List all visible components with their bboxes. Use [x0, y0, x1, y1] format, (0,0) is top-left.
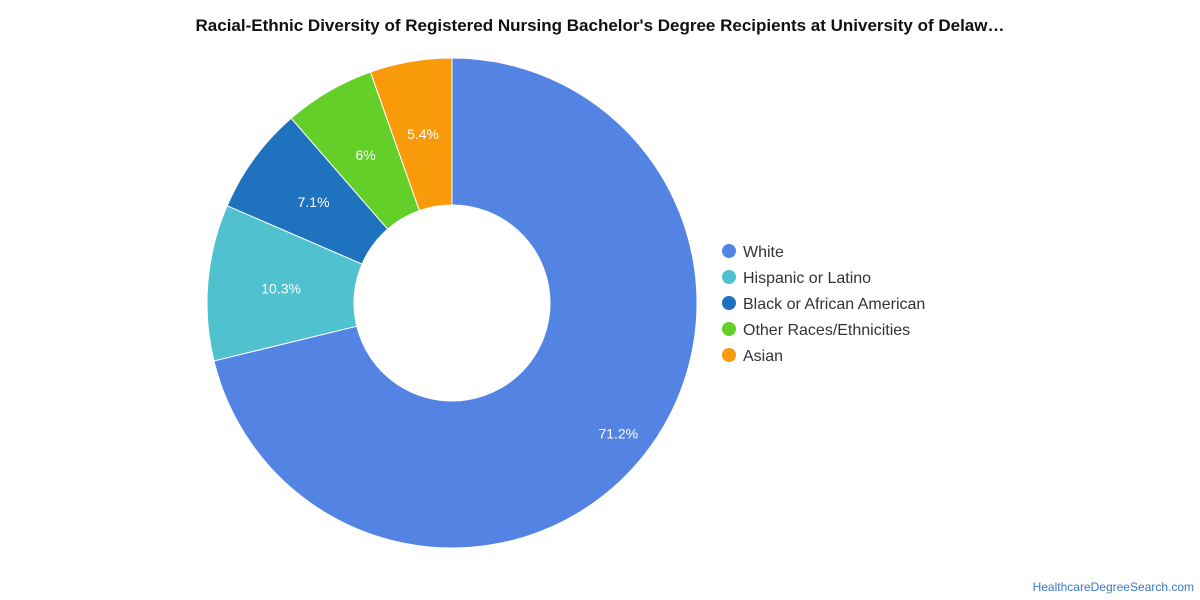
chart-title: Racial-Ethnic Diversity of Registered Nu… — [195, 16, 1005, 35]
legend-item-black-or-african-american[interactable]: Black or African American — [722, 296, 925, 313]
legend-label-hispanic-or-latino: Hispanic or Latino — [743, 270, 871, 287]
slice-label-black-or-african-american: 7.1% — [298, 194, 330, 210]
slice-hispanic-or-latino[interactable] — [206, 205, 363, 362]
legend: White Hispanic or Latino Black or African … — [722, 244, 925, 365]
slice-white[interactable] — [213, 57, 698, 549]
legend-swatch-hispanic-or-latino — [722, 270, 736, 284]
slice-label-asian: 5.4% — [407, 126, 439, 142]
legend-label-other-races-ethnicities: Other Races/Ethnicities — [743, 322, 910, 339]
source-credit-link[interactable]: HealthcareDegreeSearch.com — [1032, 580, 1194, 594]
legend-swatch-other-races-ethnicities — [722, 322, 736, 336]
slice-label-white: 71.2% — [598, 426, 638, 442]
slice-asian[interactable] — [369, 57, 453, 212]
legend-swatch-black-or-african-american — [722, 296, 736, 310]
legend-swatch-white — [722, 244, 736, 258]
slice-label-other-races-ethnicities: 6% — [356, 147, 376, 163]
legend-item-white[interactable]: White — [722, 244, 784, 261]
slice-labels: 71.2% 10.3% 7.1% 6% 5.4% — [261, 126, 638, 442]
legend-item-hispanic-or-latino[interactable]: Hispanic or Latino — [722, 270, 871, 287]
donut-slices — [206, 57, 698, 549]
legend-swatch-asian — [722, 348, 736, 362]
slice-label-hispanic-or-latino: 10.3% — [261, 280, 301, 296]
legend-item-asian[interactable]: Asian — [722, 348, 783, 365]
legend-label-asian: Asian — [743, 348, 783, 365]
legend-label-white: White — [743, 244, 784, 261]
legend-item-other-races-ethnicities[interactable]: Other Races/Ethnicities — [722, 322, 910, 339]
legend-label-black-or-african-american: Black or African American — [743, 296, 925, 313]
